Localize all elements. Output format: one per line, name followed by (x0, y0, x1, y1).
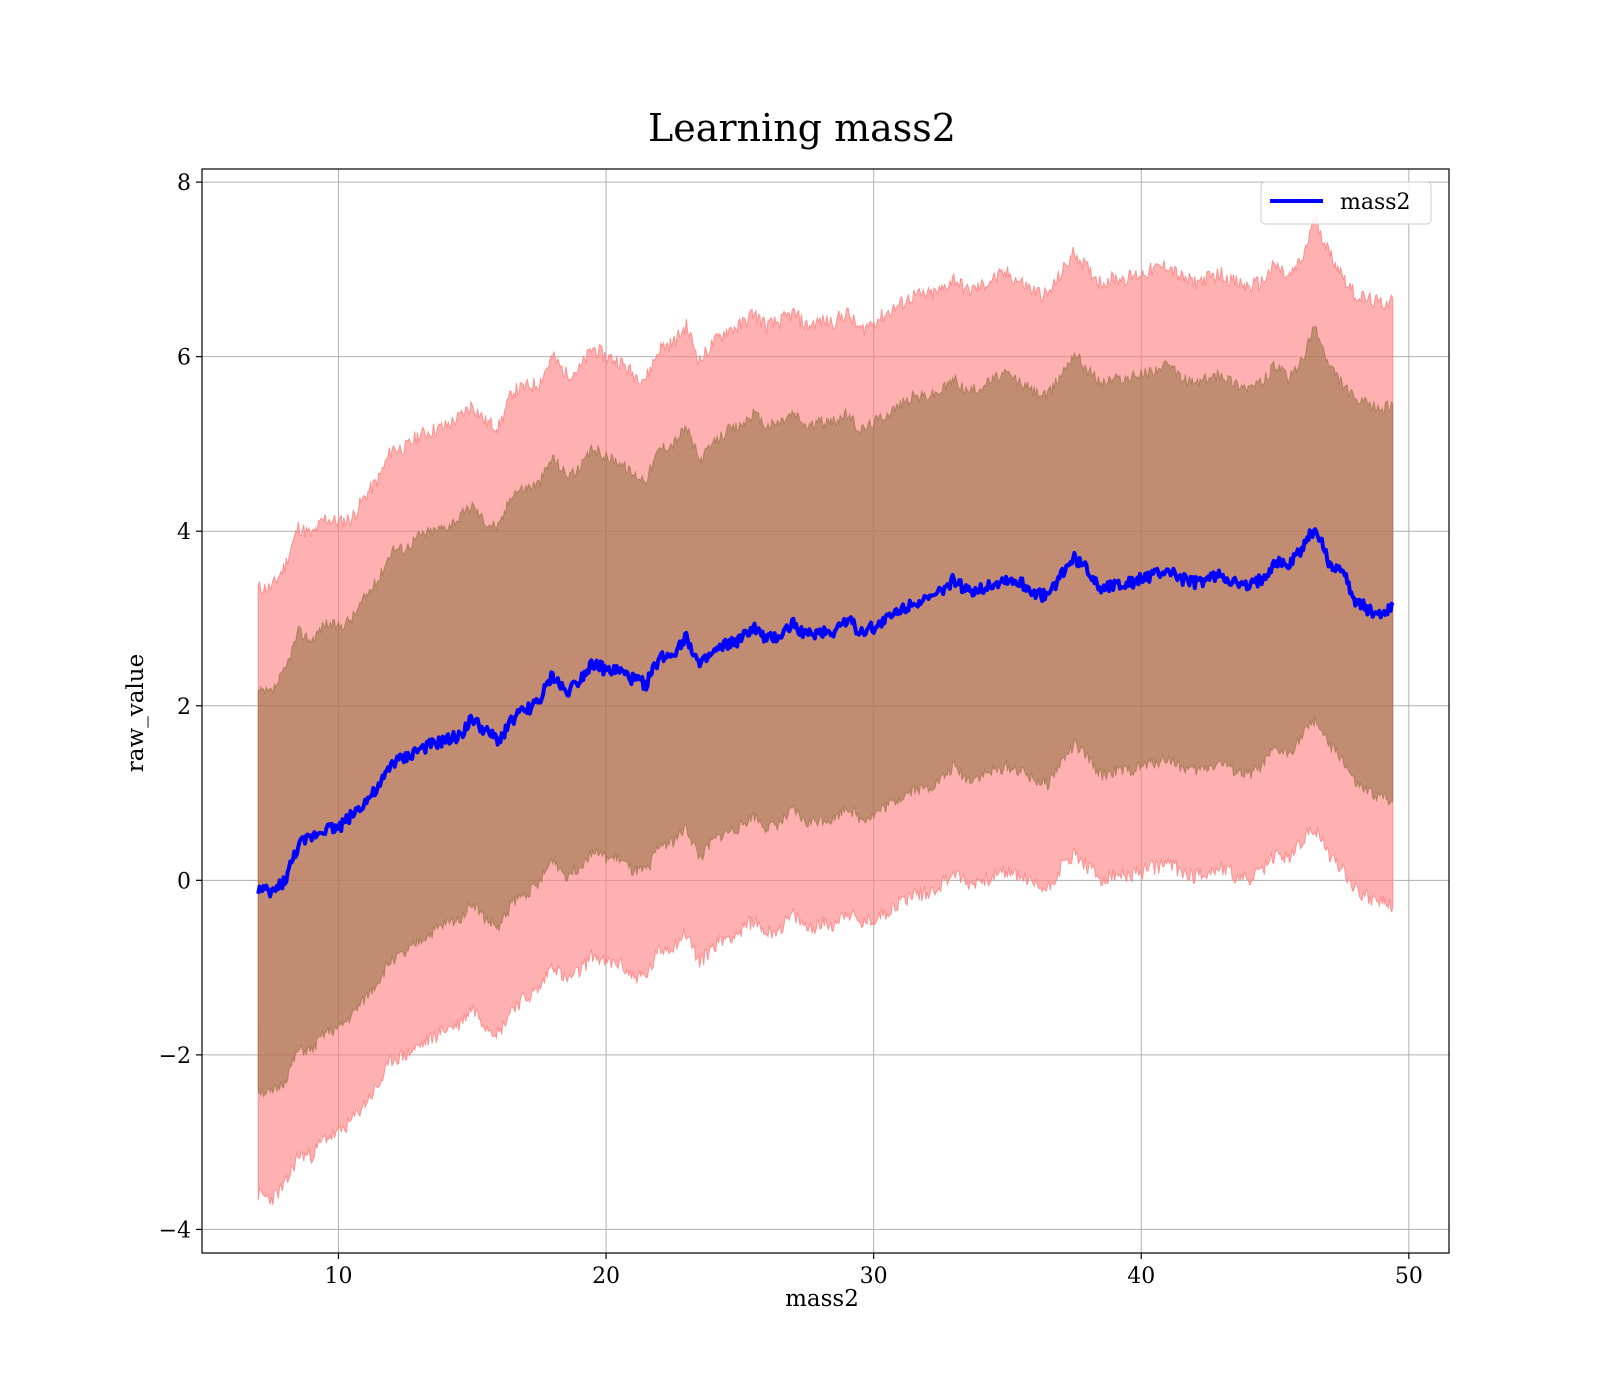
x-axis-label: mass2 (785, 1286, 859, 1312)
y-tick-label-3: 2 (177, 695, 191, 720)
y-tick-label-4: 4 (177, 520, 191, 545)
legend-box (1260, 181, 1432, 225)
inner-band (257, 324, 1394, 1099)
x-tick-label-4: 50 (1395, 1264, 1423, 1289)
chart-title: Learning mass2 (648, 106, 956, 150)
x-axis: 10 20 30 40 50 (324, 1253, 1423, 1289)
x-tick-label-3: 40 (1127, 1264, 1155, 1289)
y-tick-label-6: 8 (177, 171, 191, 196)
y-tick-label-1: −2 (159, 1044, 191, 1069)
x-tick-label-1: 20 (592, 1264, 620, 1289)
series-line-mass2 (256, 527, 1395, 899)
x-tick-label-2: 30 (860, 1264, 888, 1289)
legend-label-mass2: mass2 (1340, 190, 1411, 215)
plot-area (201, 168, 1450, 1254)
plot-frame (201, 168, 1450, 1254)
y-axis-label: raw_value (123, 654, 149, 772)
y-tick-label-0: −4 (159, 1218, 191, 1243)
y-tick-label-2: 0 (177, 869, 191, 894)
y-tick-label-5: 6 (177, 346, 191, 371)
x-tick-label-0: 10 (324, 1264, 352, 1289)
y-axis: −4 −2 0 2 4 6 8 (159, 171, 202, 1243)
legend: mass2 (1260, 181, 1432, 225)
